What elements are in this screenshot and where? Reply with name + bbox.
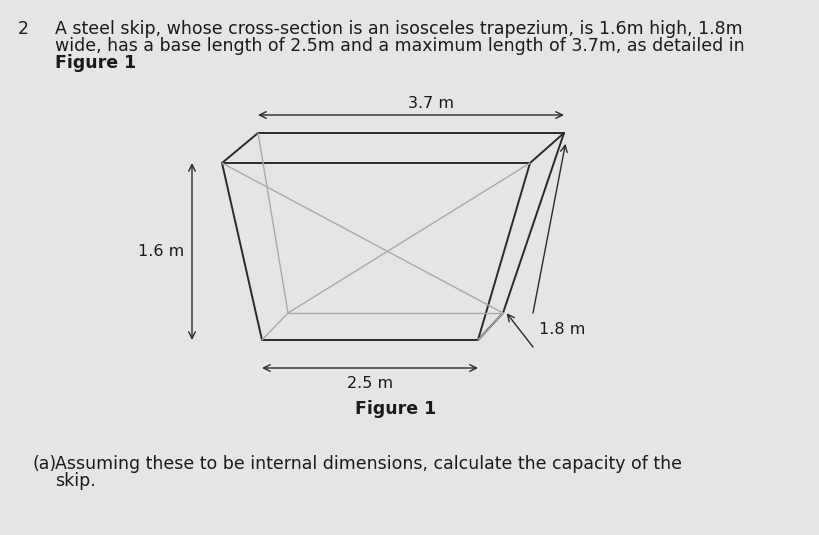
Text: 2.5 m: 2.5 m [346, 376, 392, 391]
Text: 1.6 m: 1.6 m [138, 244, 183, 259]
Text: 1.8 m: 1.8 m [538, 323, 585, 338]
Text: (a): (a) [33, 455, 57, 473]
Text: Figure 1: Figure 1 [55, 54, 136, 72]
Text: 2: 2 [18, 20, 29, 38]
Text: 3.7 m: 3.7 m [408, 96, 454, 111]
Text: .: . [98, 54, 103, 72]
Text: wide, has a base length of 2.5m and a maximum length of 3.7m, as detailed in: wide, has a base length of 2.5m and a ma… [55, 37, 744, 55]
Text: Assuming these to be internal dimensions, calculate the capacity of the: Assuming these to be internal dimensions… [55, 455, 681, 473]
Text: Figure 1: Figure 1 [355, 400, 436, 418]
Text: skip.: skip. [55, 472, 96, 490]
Text: A steel skip, whose cross-section is an isosceles trapezium, is 1.6m high, 1.8m: A steel skip, whose cross-section is an … [55, 20, 742, 38]
